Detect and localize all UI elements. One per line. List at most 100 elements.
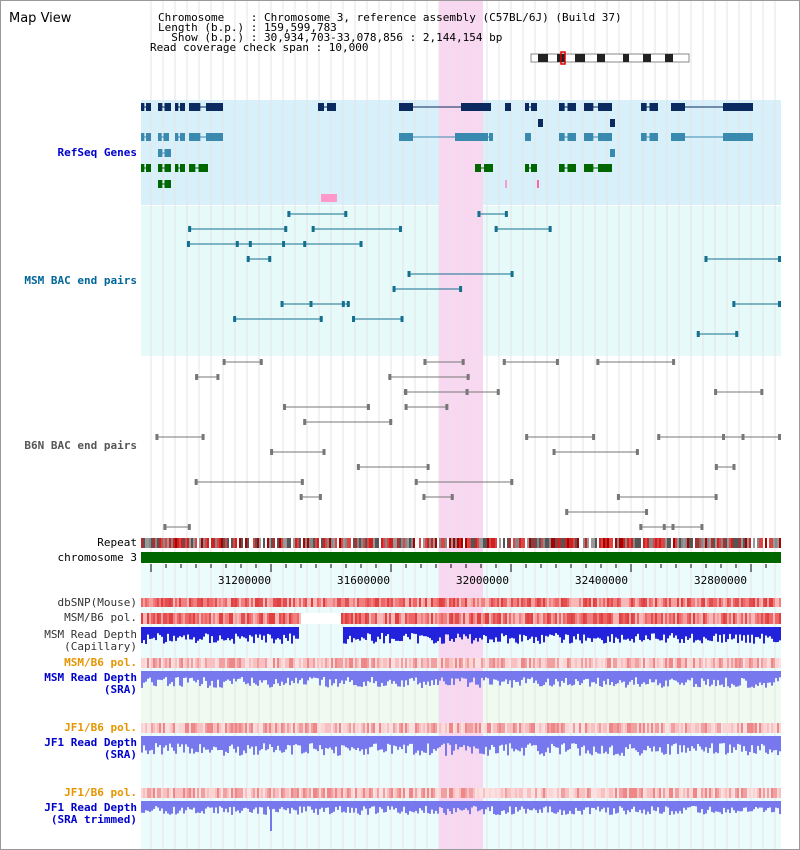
gene-exon [158,180,163,188]
track-label-jf1-b6-pol-trim[interactable]: JF1/B6 pol. [64,786,137,799]
heat-cell [601,658,603,668]
heat-cell [495,613,497,624]
repeat-element [257,538,259,548]
repeat-element [715,538,717,548]
heat-cell [311,598,313,607]
heat-cell [255,788,257,798]
heat-cell [383,613,385,624]
depth-bar [279,627,281,640]
depth-bar [181,801,183,808]
heat-cell [423,723,425,733]
repeat-element [515,538,517,548]
repeat-element [473,538,475,548]
heat-cell [155,788,157,798]
heat-cell [275,723,277,733]
heat-cell [771,658,773,668]
repeat-element [467,538,469,548]
depth-bar [477,671,479,685]
heat-cell [305,598,307,607]
heat-cell [157,598,159,607]
heat-cell [351,658,353,668]
heat-cell [205,658,207,668]
heat-cell [749,788,751,798]
repeat-element [199,538,201,548]
heat-cell [347,658,349,668]
heat-cell [563,658,565,668]
depth-bar [207,736,209,750]
track-label-repeat[interactable]: Repeat [97,536,137,549]
heat-cell [729,723,731,733]
track-label-jf1-b6-pol[interactable]: JF1/B6 pol. [64,721,137,734]
heat-cell [181,723,183,733]
heat-cell [697,613,699,624]
depth-bar [397,671,399,687]
depth-bar [495,736,497,754]
heat-cell [703,658,705,668]
track-label-refseq[interactable]: RefSeq Genes [57,146,137,159]
depth-bar [493,627,495,643]
heat-cell [375,613,377,624]
heat-cell [169,613,171,624]
heat-cell [649,658,651,668]
heat-cell [519,613,521,624]
depth-bar [223,627,225,641]
bac-end [494,226,498,232]
heat-cell [177,613,179,624]
depth-bar [669,671,671,680]
repeat-element [223,538,225,548]
heat-cell [427,723,429,733]
depth-bar [595,736,597,752]
heat-cell [721,658,723,668]
heat-cell [535,788,537,798]
depth-bar [289,627,291,634]
repeat-element [575,538,577,548]
heat-cell [369,598,371,607]
track-label-msm-depth-sra[interactable]: MSM Read Depth [44,671,137,684]
repeat-element [599,538,601,548]
heat-cell [381,658,383,668]
heat-cell [527,723,529,733]
track-label-dbsnp[interactable]: dbSNP(Mouse) [57,596,137,609]
heat-cell [749,613,751,624]
gene-exon [567,164,576,172]
heat-cell [317,723,319,733]
depth-bar [281,671,283,682]
track-label-jf1-depth-sra[interactable]: JF1 Read Depth [44,736,137,749]
depth-bar [193,736,195,754]
repeat-element [529,538,531,548]
depth-bar [455,736,457,745]
depth-bar [733,627,735,639]
heat-cell [515,658,517,668]
track-label-chromosome[interactable]: chromosome 3 [57,551,137,564]
depth-bar [773,736,775,751]
depth-bar [679,671,681,685]
track-label-msm-b6-pol[interactable]: MSM/B6 pol. [64,611,137,624]
track-label-msm-bac[interactable]: MSM BAC end pairs [24,274,137,287]
depth-bar [517,627,519,644]
depth-bar [559,627,561,638]
depth-bar [389,671,391,680]
gene-exon [158,103,163,111]
gene-exon [485,133,488,141]
bac-end [222,359,226,365]
track-label-jf1-depth-trim[interactable]: JF1 Read Depth [44,801,137,814]
depth-bar [481,801,483,810]
heat-cell [181,598,183,607]
track-label-msm-depth-capillary[interactable]: MSM Read Depth [44,628,137,641]
depth-bar [267,627,269,634]
depth-bar [453,736,455,751]
track-label-b6n-bac[interactable]: B6N BAC end pairs [24,439,137,452]
depth-bar [407,736,409,746]
depth-bar [529,736,531,744]
heat-cell [657,598,659,607]
heat-cell [431,723,433,733]
heat-cell [315,658,317,668]
depth-bar [367,801,369,815]
depth-bar [327,736,329,749]
depth-bar [775,736,777,750]
heat-cell [267,658,269,668]
track-label-msm-b6-pol-sra[interactable]: MSM/B6 pol. [64,656,137,669]
heat-cell [405,723,407,733]
depth-bar [333,801,335,812]
